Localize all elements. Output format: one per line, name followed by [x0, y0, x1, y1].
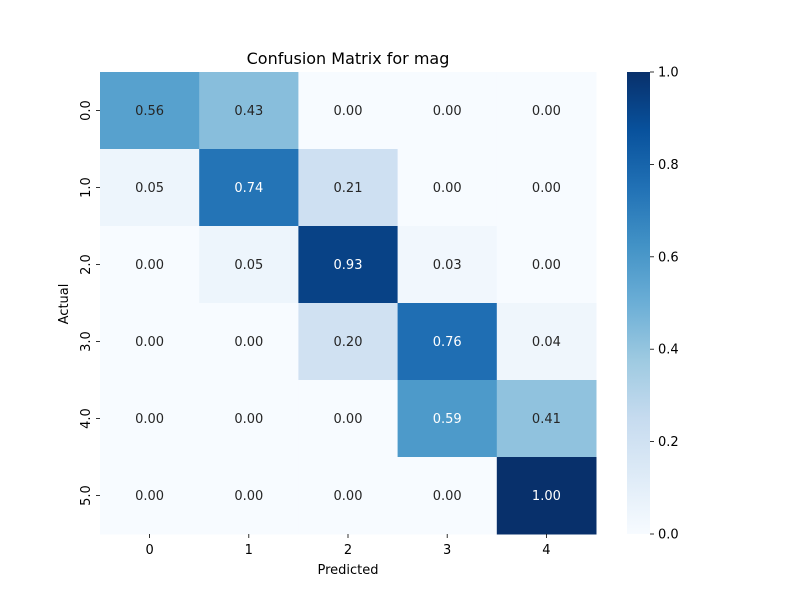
- x-axis-label: Predicted: [317, 563, 378, 578]
- heatmap-cell: [100, 226, 200, 304]
- cell-value-label: 0.00: [532, 104, 561, 119]
- cell-value-label: 0.05: [234, 258, 263, 273]
- heatmap-cell: [397, 149, 498, 227]
- cell-value-label: 0.41: [532, 412, 561, 427]
- colorbar-tick-label: 0.8: [658, 158, 679, 173]
- cell-value-label: 0.56: [135, 104, 164, 119]
- cell-value-label: 0.00: [135, 335, 164, 350]
- cell-value-label: 0.00: [135, 258, 164, 273]
- cell-value-label: 0.00: [433, 104, 462, 119]
- colorbar-tick-label: 0.6: [658, 250, 679, 265]
- cell-value-label: 0.03: [433, 258, 462, 273]
- heatmap-cell: [397, 457, 498, 535]
- cell-value-label: 1.00: [532, 489, 561, 504]
- y-tick-label: 1.0: [79, 177, 94, 198]
- colorbar-gradient: [627, 72, 650, 534]
- cell-value-label: 0.00: [135, 489, 164, 504]
- heatmap-cell: [199, 226, 299, 304]
- x-tick-label: 0: [145, 543, 153, 558]
- heatmap-cell: [100, 72, 200, 150]
- heatmap-cell: [496, 149, 597, 227]
- y-tick-label: 4.0: [79, 408, 94, 429]
- heatmap-cell: [496, 72, 597, 150]
- cell-value-label: 0.00: [334, 489, 363, 504]
- x-axis: 0 1 2 3 4: [145, 534, 551, 558]
- cell-value-label: 0.43: [234, 104, 263, 119]
- heatmap-cell: [199, 149, 299, 227]
- cell-value-label: 0.20: [334, 335, 363, 350]
- y-tick-label: 2.0: [79, 254, 94, 275]
- heatmap-cell: [397, 303, 498, 381]
- heatmap-cell: [199, 72, 299, 150]
- heatmap-cell: [496, 226, 597, 304]
- heatmap-cell: [100, 303, 200, 381]
- colorbar-tick-label: 1.0: [658, 66, 679, 81]
- cell-value-label: 0.74: [234, 181, 263, 196]
- cell-value-label: 0.00: [234, 489, 263, 504]
- heatmap-cell: [496, 380, 597, 458]
- x-tick-label: 1: [245, 543, 253, 558]
- y-axis: 0.0 1.0 2.0 3.0 4.0 5.0: [79, 100, 100, 506]
- x-tick-label: 4: [542, 543, 550, 558]
- cell-value-label: 0.93: [334, 258, 363, 273]
- heatmap-cell: [100, 380, 200, 458]
- cell-value-label: 0.00: [135, 412, 164, 427]
- heatmap-cell: [397, 226, 498, 304]
- heatmap-cell: [100, 457, 200, 535]
- heatmap-cell: [496, 303, 597, 381]
- heatmap-cell: [397, 380, 498, 458]
- y-tick-label: 5.0: [79, 485, 94, 506]
- heatmap-cell: [298, 226, 399, 304]
- cell-value-label: 0.59: [433, 412, 462, 427]
- cell-value-label: 0.05: [135, 181, 164, 196]
- cell-value-label: 0.04: [532, 335, 561, 350]
- heatmap-cell: [298, 303, 399, 381]
- cell-value-label: 0.00: [334, 412, 363, 427]
- heatmap-cell: [496, 457, 597, 535]
- heatmap-cell: [298, 72, 399, 150]
- colorbar-tick-label: 0.0: [658, 528, 679, 543]
- cell-value-label: 0.00: [433, 181, 462, 196]
- cell-value-label: 0.00: [433, 489, 462, 504]
- heatmap-cell: [100, 149, 200, 227]
- y-axis-label: Actual: [57, 284, 72, 325]
- heatmap-cell: [298, 457, 399, 535]
- cell-value-label: 0.00: [532, 258, 561, 273]
- cell-value-label: 0.21: [334, 181, 363, 196]
- heatmap-cell: [199, 457, 299, 535]
- cell-value-label: 0.00: [532, 181, 561, 196]
- y-tick-label: 3.0: [79, 331, 94, 352]
- heatmap-cell: [298, 380, 399, 458]
- x-tick-label: 3: [443, 543, 451, 558]
- cell-value-label: 0.00: [334, 104, 363, 119]
- colorbar-tick-label: 0.4: [658, 343, 679, 358]
- heatmap-cell: [199, 303, 299, 381]
- heatmap-cell: [397, 72, 498, 150]
- heatmap-cells: 0.56 0.43 0.00 0.00 0.00 0.05 0.74 0.21 0.00 0.00…: [100, 72, 597, 535]
- colorbar: 0.0 0.2 0.4 0.6 0.8 1.0: [627, 66, 679, 543]
- chart-title: Confusion Matrix for mag: [247, 49, 450, 68]
- y-tick-label: 0.0: [79, 100, 94, 121]
- cell-value-label: 0.00: [234, 412, 263, 427]
- x-tick-label: 2: [344, 543, 352, 558]
- cell-value-label: 0.76: [433, 335, 462, 350]
- colorbar-tick-label: 0.2: [658, 435, 679, 450]
- heatmap-cell: [199, 380, 299, 458]
- heatmap-cell: [298, 149, 399, 227]
- cell-value-label: 0.00: [234, 335, 263, 350]
